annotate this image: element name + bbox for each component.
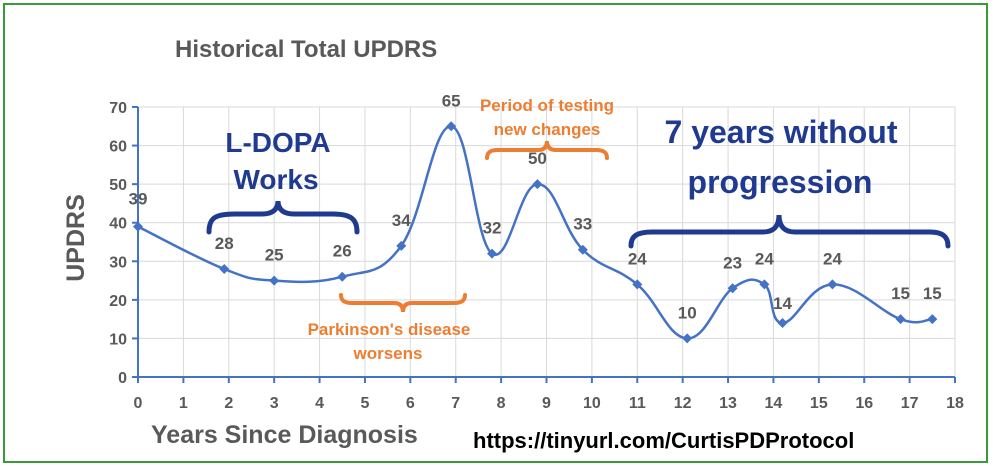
bracket-pd-worsens (339, 293, 467, 313)
x-tick-label: 15 (810, 395, 828, 412)
x-tick-label: 2 (224, 395, 233, 412)
data-label: 33 (573, 215, 592, 234)
annotation-testing-line2: new changes (494, 120, 601, 139)
x-tick-label: 9 (542, 395, 551, 412)
data-point-marker (827, 279, 838, 290)
data-label: 39 (129, 190, 148, 209)
footer-url: https://tinyurl.com/CurtisPDProtocol (473, 428, 854, 453)
x-tick-label: 8 (497, 395, 506, 412)
annotation-progression-line1: 7 years without (665, 114, 898, 150)
y-tick-label: 20 (109, 293, 127, 310)
x-tick-label: 6 (406, 395, 415, 412)
annotation-testing-line1: Period of testing (480, 96, 614, 115)
y-tick-label: 60 (109, 139, 127, 156)
data-label: 14 (773, 294, 792, 313)
data-label: 50 (528, 149, 547, 168)
bracket-testing (485, 140, 609, 160)
bracket-ldopa (206, 200, 360, 235)
x-tick-label: 4 (315, 395, 324, 412)
y-tick-label: 10 (109, 331, 127, 348)
data-point-marker (777, 318, 788, 328)
annotation-progression-line2: progression (688, 164, 873, 200)
data-label: 32 (483, 219, 502, 238)
chart-title: Historical Total UPDRS (175, 36, 437, 63)
x-tick-label: 18 (946, 395, 964, 412)
series-line (137, 125, 933, 340)
x-axis-title: Years Since Diagnosis (151, 421, 418, 449)
data-point-marker (682, 333, 693, 344)
x-tick-label: 5 (360, 395, 369, 412)
data-label: 24 (755, 249, 774, 268)
data-point-marker (927, 314, 938, 325)
bracket-progression (628, 214, 951, 249)
y-axis-title: UPDRS (62, 194, 90, 282)
x-tick-label: 7 (451, 395, 460, 412)
x-tick-label: 0 (134, 395, 143, 412)
y-tick-label: 70 (109, 100, 127, 117)
y-tick-label: 0 (118, 370, 127, 387)
data-label: 34 (392, 211, 411, 230)
data-label: 65 (442, 91, 461, 110)
x-tick-label: 13 (719, 395, 737, 412)
annotation-ldopa-line2: Works (233, 164, 318, 195)
data-label: 23 (723, 253, 742, 272)
annotation-pd-line2: worsens (353, 344, 423, 363)
data-point-marker (759, 279, 770, 290)
data-label: 24 (628, 249, 647, 268)
data-point-marker (396, 240, 407, 251)
x-tick-label: 14 (765, 395, 783, 412)
y-tick-label: 30 (109, 254, 127, 271)
data-label: 24 (823, 249, 842, 268)
annotation-ldopa-line1: L-DOPA (225, 127, 330, 158)
annotations: L-DOPA Works Parkinson's disease worsens… (206, 96, 951, 363)
data-point-marker (337, 271, 348, 282)
series-layer (133, 121, 938, 344)
x-tick-label: 16 (855, 395, 873, 412)
y-axis-title-group: UPDRS (62, 194, 90, 282)
data-label: 25 (265, 246, 284, 265)
data-point-marker (487, 248, 498, 259)
data-point-marker (219, 264, 230, 274)
data-point-marker (577, 244, 588, 255)
data-point-marker (895, 314, 906, 325)
data-label: 26 (333, 242, 352, 261)
x-tick-label: 10 (583, 395, 601, 412)
data-point-marker (269, 275, 280, 286)
data-point-marker (133, 221, 143, 232)
data-label: 28 (215, 234, 234, 253)
annotation-pd-line1: Parkinson's disease (308, 320, 471, 339)
y-tick-label: 40 (109, 216, 127, 233)
data-label-layer: 39 28 25 26 34 65 32 50 33 24 10 23 24 14 24 15 15 (129, 91, 942, 322)
data-label: 10 (678, 303, 697, 322)
data-label: 15 (923, 284, 942, 303)
x-tick-label: 1 (179, 395, 188, 412)
data-point-marker (446, 121, 457, 132)
axis-layer (132, 106, 956, 383)
data-point-marker (727, 283, 738, 294)
x-tick-label: 17 (901, 395, 919, 412)
x-tick-label: 12 (674, 395, 692, 412)
data-label: 15 (891, 284, 910, 303)
data-point-marker (532, 179, 543, 190)
y-tick-label: 50 (109, 177, 127, 194)
data-point-marker (632, 279, 643, 290)
x-tick-label: 3 (270, 395, 279, 412)
x-tick-label: 11 (629, 395, 646, 412)
